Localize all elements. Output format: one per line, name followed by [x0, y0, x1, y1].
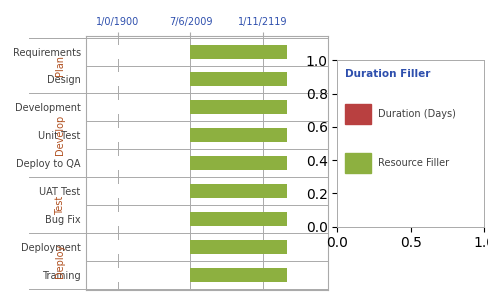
Bar	[85, 72, 190, 86]
Bar	[344, 104, 370, 124]
Bar	[190, 72, 287, 86]
Bar	[190, 128, 287, 142]
Text: Duration Filler: Duration Filler	[344, 69, 429, 79]
Text: Develop: Develop	[55, 115, 65, 155]
Bar	[85, 100, 190, 114]
Bar	[85, 128, 190, 142]
Bar	[190, 156, 287, 170]
Text: Resource Filler: Resource Filler	[378, 158, 448, 169]
Bar	[190, 100, 287, 114]
Bar	[190, 240, 287, 254]
Text: Test: Test	[55, 195, 65, 214]
Bar	[85, 45, 190, 59]
Text: Deploy: Deploy	[55, 243, 65, 278]
Text: Duration (Days): Duration (Days)	[378, 108, 455, 119]
Bar	[85, 240, 190, 254]
Bar	[344, 153, 370, 173]
Bar	[190, 268, 287, 281]
Bar	[190, 45, 287, 59]
Bar	[85, 184, 190, 198]
Bar	[85, 212, 190, 226]
Bar	[85, 156, 190, 170]
Text: Plan: Plan	[55, 55, 65, 76]
Bar	[190, 184, 287, 198]
Bar	[85, 268, 190, 281]
Bar	[190, 212, 287, 226]
